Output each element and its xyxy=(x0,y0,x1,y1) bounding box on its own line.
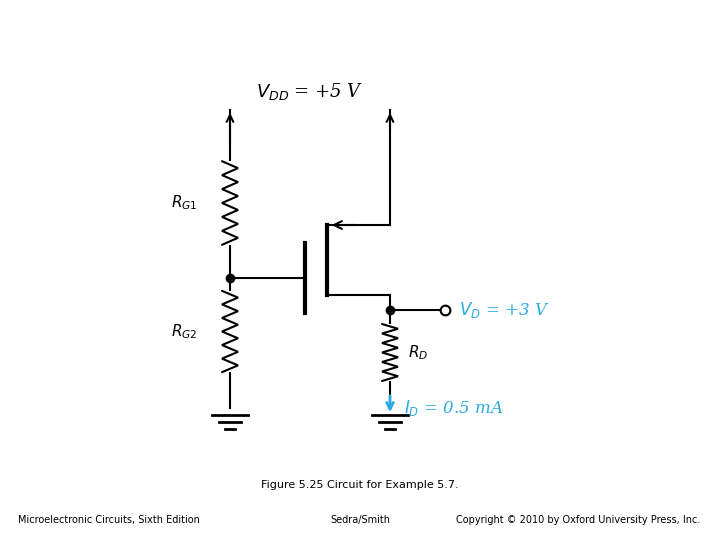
Text: $V_D$ = +3 V: $V_D$ = +3 V xyxy=(459,300,549,320)
Text: $R_{G1}$: $R_{G1}$ xyxy=(171,194,198,212)
Text: $I_D$ = 0.5 mA: $I_D$ = 0.5 mA xyxy=(404,398,503,418)
Text: $R_D$: $R_D$ xyxy=(408,343,428,362)
Text: Sedra/Smith: Sedra/Smith xyxy=(330,515,390,525)
Text: $R_{G2}$: $R_{G2}$ xyxy=(171,322,198,341)
Text: Figure 5.25 Circuit for Example 5.7.: Figure 5.25 Circuit for Example 5.7. xyxy=(261,480,459,490)
Text: Copyright © 2010 by Oxford University Press, Inc.: Copyright © 2010 by Oxford University Pr… xyxy=(456,515,700,525)
Text: $V_{DD}$ = +5 V: $V_{DD}$ = +5 V xyxy=(256,81,364,102)
Text: Microelectronic Circuits, Sixth Edition: Microelectronic Circuits, Sixth Edition xyxy=(18,515,200,525)
